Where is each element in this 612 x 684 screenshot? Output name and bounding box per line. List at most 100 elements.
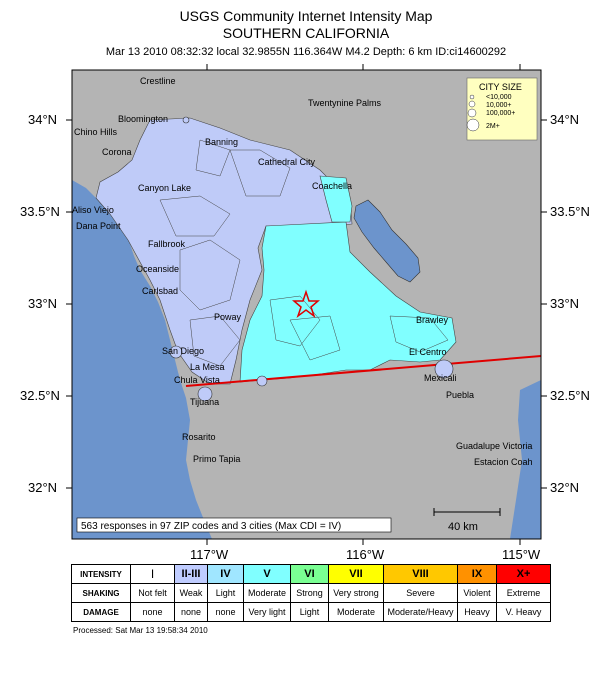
city-markers bbox=[169, 116, 454, 402]
city-size-label: <10,000 bbox=[486, 94, 512, 101]
city-label: Primo Tapia bbox=[193, 454, 240, 464]
gulf-coast bbox=[510, 380, 541, 539]
damage-cell: Heavy bbox=[457, 602, 497, 622]
city-label: Aliso Viejo bbox=[72, 205, 114, 215]
zip-boundaries bbox=[159, 139, 449, 367]
city-label: Puebla bbox=[446, 390, 474, 400]
city-label: Tijuana bbox=[190, 397, 219, 407]
lat-label: 34°N bbox=[28, 112, 57, 127]
responses-summary: 563 responses in 97 ZIP codes and 3 citi… bbox=[81, 521, 341, 532]
damage-cell: none bbox=[174, 602, 208, 622]
summary-box bbox=[76, 517, 392, 533]
city-label: Corona bbox=[102, 147, 132, 157]
city-label: Brawley bbox=[416, 315, 449, 325]
map-region: SOUTHERN CALIFORNIA bbox=[222, 25, 390, 41]
lat-label: 33°N bbox=[28, 296, 57, 311]
processed-timestamp: Processed: Sat Mar 13 19:58:34 2010 bbox=[73, 626, 208, 635]
city-label: Bloomington bbox=[118, 114, 168, 124]
damage-cell: none bbox=[130, 602, 175, 622]
damage-cell: Very light bbox=[243, 602, 291, 622]
city-label: Guadalupe Victoria bbox=[456, 441, 532, 451]
damage-cell: none bbox=[207, 602, 244, 622]
city-label: Banning bbox=[205, 137, 238, 147]
lat-label: 32.5°N bbox=[20, 388, 60, 403]
damage-row: DAMAGE none none none Very light Light M… bbox=[71, 602, 551, 622]
intensity-cell: VI bbox=[290, 564, 329, 584]
salton-sea bbox=[353, 199, 421, 283]
event-info: Mar 13 2010 08:32:32 local 32.9855N 116.… bbox=[105, 46, 507, 58]
pacific-ocean bbox=[72, 180, 212, 539]
city-labels: Crestline Twentynine Palms Bloomington C… bbox=[72, 76, 533, 467]
city-label: Rosarito bbox=[182, 432, 216, 442]
cdi-region-iv-north bbox=[319, 175, 353, 223]
damage-row-label: DAMAGE bbox=[71, 602, 131, 622]
intensity-row: INTENSITY I II-III IV V VI VII VIII IX X… bbox=[71, 564, 551, 584]
shaking-row: SHAKING Not felt Weak Light Moderate Str… bbox=[71, 583, 551, 603]
cdi-region-ii-iii bbox=[95, 117, 353, 385]
lat-label: 33.5°N bbox=[20, 204, 60, 219]
city-size-label: 2M+ bbox=[486, 123, 500, 130]
lat-label: 33°N bbox=[550, 296, 579, 311]
shaking-cell: Severe bbox=[383, 583, 458, 603]
shaking-cell: Extreme bbox=[496, 583, 551, 603]
lat-label: 32°N bbox=[550, 480, 579, 495]
intensity-cell: I bbox=[130, 564, 175, 584]
intensity-cell: II-III bbox=[174, 564, 208, 584]
shaking-cell: Light bbox=[207, 583, 244, 603]
map-area: Crestline Twentynine Palms Bloomington C… bbox=[72, 70, 541, 539]
map-title: USGS Community Internet Intensity Map bbox=[179, 8, 433, 24]
intensity-map: Crestline Twentynine Palms Bloomington C… bbox=[20, 64, 590, 562]
lat-label: 33.5°N bbox=[550, 204, 590, 219]
city-label: Mexicali bbox=[424, 373, 457, 383]
lon-label: 116°W bbox=[346, 547, 385, 562]
city-size-label: 100,000+ bbox=[486, 110, 515, 117]
city-label: Chino Hills bbox=[74, 127, 118, 137]
lon-label: 115°W bbox=[502, 547, 541, 562]
city-label: La Mesa bbox=[190, 362, 225, 372]
lat-label: 32.5°N bbox=[550, 388, 590, 403]
city-label: Dana Point bbox=[76, 221, 121, 231]
damage-cell: Moderate/Heavy bbox=[383, 602, 458, 622]
shaking-cell: Weak bbox=[174, 583, 208, 603]
lat-label: 32°N bbox=[28, 480, 57, 495]
city-label: Oceanside bbox=[136, 264, 179, 274]
shaking-cell: Strong bbox=[290, 583, 329, 603]
intensity-cell: V bbox=[243, 564, 291, 584]
scale-label: 40 km bbox=[448, 521, 478, 533]
city-label: Canyon Lake bbox=[138, 183, 191, 193]
international-border bbox=[185, 355, 541, 387]
graticule-ticks bbox=[66, 64, 547, 545]
shaking-row-label: SHAKING bbox=[71, 583, 131, 603]
intensity-legend: INTENSITY I II-III IV V VI VII VIII IX X… bbox=[71, 564, 551, 622]
shaking-cell: Not felt bbox=[130, 583, 175, 603]
city-label: Poway bbox=[214, 312, 242, 322]
city-label: El Centro bbox=[409, 347, 447, 357]
lat-label: 34°N bbox=[550, 112, 579, 127]
damage-cell: V. Heavy bbox=[496, 602, 551, 622]
intensity-cell: IV bbox=[207, 564, 244, 584]
city-label: Fallbrook bbox=[148, 239, 186, 249]
city-label: Chula Vista bbox=[174, 375, 220, 385]
shaking-cell: Moderate bbox=[243, 583, 291, 603]
city-label: San Diego bbox=[162, 346, 204, 356]
intensity-cell: IX bbox=[457, 564, 497, 584]
city-label: Coachella bbox=[312, 181, 352, 191]
intensity-cell: VIII bbox=[383, 564, 458, 584]
city-label: Twentynine Palms bbox=[308, 98, 382, 108]
city-label: Crestline bbox=[140, 76, 176, 86]
shaking-cell: Violent bbox=[457, 583, 497, 603]
city-size-legend: CITY SIZE <10,000 10,000+ 100,000+ 2M+ bbox=[466, 77, 538, 141]
city-size-title: CITY SIZE bbox=[479, 82, 522, 92]
red-star-icon bbox=[291, 289, 321, 319]
lon-label: 117°W bbox=[190, 547, 229, 562]
city-label: Cathedral City bbox=[258, 157, 316, 167]
damage-cell: Moderate bbox=[328, 602, 384, 622]
intensity-row-label: INTENSITY bbox=[71, 564, 131, 584]
city-label: Estacion Coah bbox=[474, 457, 533, 467]
city-label: Carlsbad bbox=[142, 286, 178, 296]
intensity-cell: VII bbox=[328, 564, 384, 584]
intensity-cell: X+ bbox=[496, 564, 551, 584]
city-size-label: 10,000+ bbox=[486, 102, 512, 109]
shaking-cell: Very strong bbox=[328, 583, 384, 603]
damage-cell: Light bbox=[290, 602, 329, 622]
